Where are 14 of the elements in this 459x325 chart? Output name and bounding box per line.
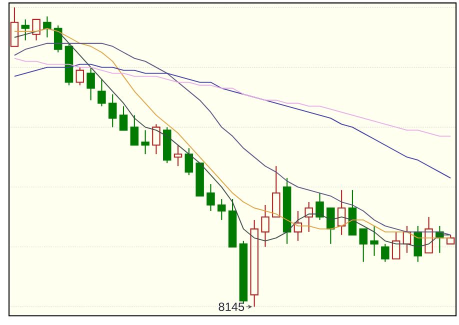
candlestick xyxy=(206,184,215,212)
candlestick xyxy=(272,166,280,218)
candlestick xyxy=(326,208,335,245)
candlestick xyxy=(316,192,324,221)
candlestick xyxy=(130,114,139,146)
candlestick xyxy=(196,162,204,197)
candlestick xyxy=(359,228,368,263)
candlestick xyxy=(424,216,433,254)
candlestick xyxy=(10,7,19,47)
candlestick xyxy=(261,204,270,248)
candlestick xyxy=(348,190,357,236)
candlestick xyxy=(228,198,237,248)
candlestick xyxy=(370,226,378,257)
annotation: 8145 xyxy=(218,302,244,312)
